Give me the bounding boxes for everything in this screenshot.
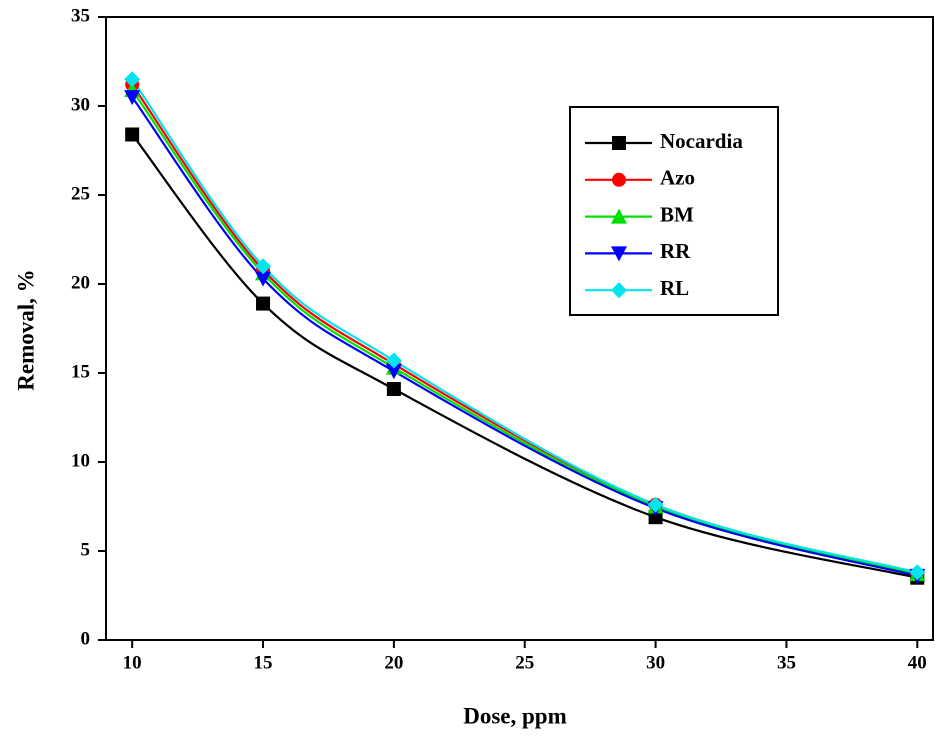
series-line (131, 133, 918, 579)
marker (255, 271, 272, 287)
series-line (131, 96, 918, 577)
y-tick-label: 20 (71, 272, 90, 293)
legend-label: BM (660, 202, 694, 226)
marker (256, 296, 271, 311)
legend-marker (612, 136, 626, 150)
x-tick-label: 35 (777, 652, 796, 673)
marker (385, 352, 402, 369)
y-tick-label: 35 (71, 5, 90, 26)
legend-marker (612, 172, 626, 187)
series-line (131, 89, 918, 576)
series-line (131, 78, 918, 574)
x-axis-title: Dose, ppm (463, 703, 567, 728)
legend-label: RR (660, 239, 691, 263)
legend-marker (611, 246, 627, 262)
legend-marker (611, 282, 627, 299)
marker (385, 364, 402, 380)
legend-label: Nocardia (660, 129, 743, 153)
marker (125, 127, 140, 142)
y-tick-label: 15 (71, 361, 90, 382)
legend-label: Azo (660, 166, 695, 190)
x-tick-label: 40 (908, 652, 927, 673)
series-line (131, 84, 918, 576)
legend: Nocardia Azo BM RR RL (569, 106, 779, 316)
marker (909, 564, 926, 581)
y-tick-label: 0 (81, 628, 91, 649)
legend-label: RL (660, 276, 689, 300)
x-tick-label: 15 (254, 652, 273, 673)
y-axis-title: Removal, % (13, 269, 38, 390)
y-tick-label: 30 (71, 94, 90, 115)
x-tick-label: 10 (123, 652, 142, 673)
marker (648, 510, 663, 525)
x-tick-label: 25 (515, 652, 534, 673)
y-tick-label: 5 (81, 539, 91, 560)
marker (647, 496, 664, 513)
y-tick-label: 10 (71, 450, 90, 471)
legend-marker (611, 208, 627, 224)
y-tick-label: 25 (71, 183, 90, 204)
legend-box (569, 106, 779, 316)
marker (255, 258, 272, 275)
marker (124, 71, 141, 88)
x-tick-label: 20 (384, 652, 403, 673)
marker (386, 382, 401, 397)
marker (124, 90, 141, 106)
x-tick-label: 30 (646, 652, 665, 673)
plot-frame (105, 16, 934, 641)
